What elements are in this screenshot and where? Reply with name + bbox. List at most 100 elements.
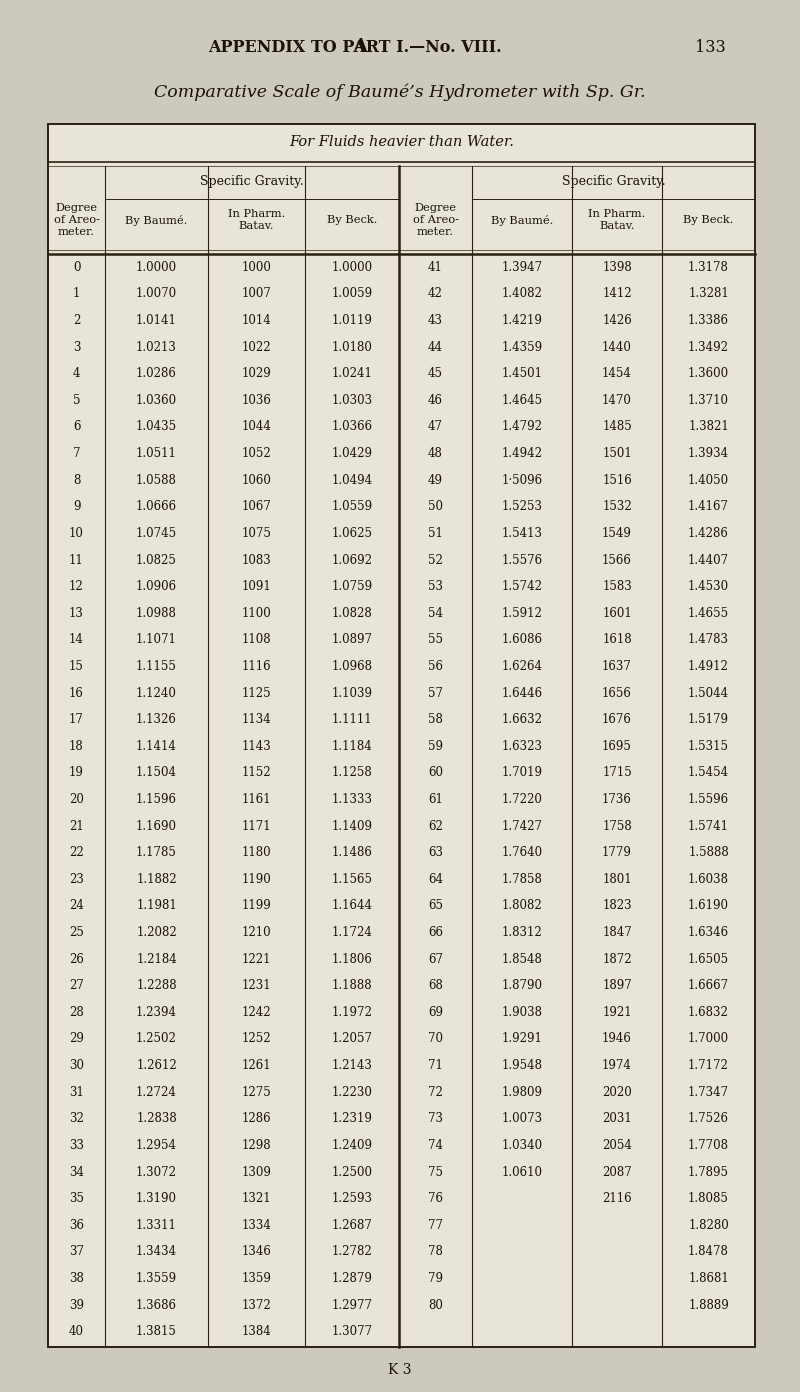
Text: 1.1409: 1.1409 bbox=[331, 820, 373, 832]
Text: 1.1972: 1.1972 bbox=[331, 1006, 373, 1019]
Text: 26: 26 bbox=[69, 952, 84, 966]
Text: 1372: 1372 bbox=[242, 1299, 271, 1311]
Text: 1.2502: 1.2502 bbox=[136, 1033, 177, 1045]
Text: 1.7427: 1.7427 bbox=[502, 820, 542, 832]
Text: 45: 45 bbox=[428, 367, 443, 380]
Text: 1067: 1067 bbox=[242, 500, 271, 514]
Text: 1.4167: 1.4167 bbox=[688, 500, 729, 514]
Text: 55: 55 bbox=[428, 633, 443, 646]
Text: 80: 80 bbox=[428, 1299, 443, 1311]
Text: Specific Gravity.: Specific Gravity. bbox=[562, 175, 666, 188]
Text: 0: 0 bbox=[73, 260, 80, 274]
Text: 1.4501: 1.4501 bbox=[502, 367, 542, 380]
Text: 47: 47 bbox=[428, 420, 443, 433]
Text: 1.8478: 1.8478 bbox=[688, 1246, 729, 1258]
Text: 1.3281: 1.3281 bbox=[688, 287, 729, 301]
Text: 1000: 1000 bbox=[242, 260, 271, 274]
Text: 1.2082: 1.2082 bbox=[136, 926, 177, 940]
Text: 1.6323: 1.6323 bbox=[502, 739, 542, 753]
Text: 1.9038: 1.9038 bbox=[502, 1006, 542, 1019]
Text: 1398: 1398 bbox=[602, 260, 632, 274]
Text: Degree
of Areo-
meter.: Degree of Areo- meter. bbox=[54, 203, 99, 237]
Text: 1252: 1252 bbox=[242, 1033, 271, 1045]
Text: 1.2612: 1.2612 bbox=[136, 1059, 177, 1072]
Text: 1.6264: 1.6264 bbox=[502, 660, 542, 672]
Text: 1036: 1036 bbox=[242, 394, 271, 406]
Text: 1.2724: 1.2724 bbox=[136, 1086, 177, 1098]
Text: 1.6086: 1.6086 bbox=[502, 633, 542, 646]
Text: 1.0435: 1.0435 bbox=[136, 420, 177, 433]
Text: 1.0119: 1.0119 bbox=[331, 315, 373, 327]
Text: 1601: 1601 bbox=[602, 607, 632, 619]
Text: 1.2838: 1.2838 bbox=[136, 1112, 177, 1125]
Text: 1.0360: 1.0360 bbox=[136, 394, 177, 406]
Text: APPENDIX TO PART I.—No. VIII.: APPENDIX TO PART I.—No. VIII. bbox=[208, 39, 502, 56]
Text: 1.8790: 1.8790 bbox=[502, 979, 542, 992]
Text: 1.0968: 1.0968 bbox=[331, 660, 373, 672]
Text: 11: 11 bbox=[69, 554, 84, 567]
Text: 1.1184: 1.1184 bbox=[332, 739, 372, 753]
Text: 1.0340: 1.0340 bbox=[502, 1139, 542, 1153]
Text: 1.7895: 1.7895 bbox=[688, 1165, 729, 1179]
Text: 1412: 1412 bbox=[602, 287, 632, 301]
Text: 1.2593: 1.2593 bbox=[331, 1192, 373, 1205]
Text: 24: 24 bbox=[69, 899, 84, 912]
Text: 1.0141: 1.0141 bbox=[136, 315, 177, 327]
Text: 1470: 1470 bbox=[602, 394, 632, 406]
Text: 10: 10 bbox=[69, 528, 84, 540]
Text: A: A bbox=[353, 38, 367, 56]
Text: In Pharm.
Batav.: In Pharm. Batav. bbox=[228, 209, 285, 231]
Text: 61: 61 bbox=[428, 793, 443, 806]
Text: 68: 68 bbox=[428, 979, 443, 992]
Text: 1.2184: 1.2184 bbox=[136, 952, 177, 966]
Text: 1.3934: 1.3934 bbox=[688, 447, 729, 461]
Text: 6: 6 bbox=[73, 420, 80, 433]
Text: 12: 12 bbox=[69, 580, 84, 593]
Text: 1946: 1946 bbox=[602, 1033, 632, 1045]
Text: 38: 38 bbox=[69, 1272, 84, 1285]
Text: 1.2782: 1.2782 bbox=[332, 1246, 372, 1258]
Text: 1384: 1384 bbox=[242, 1325, 271, 1338]
Text: 1.4050: 1.4050 bbox=[688, 473, 729, 487]
Text: 70: 70 bbox=[428, 1033, 443, 1045]
Text: 69: 69 bbox=[428, 1006, 443, 1019]
Text: 1.6038: 1.6038 bbox=[688, 873, 729, 885]
Text: 66: 66 bbox=[428, 926, 443, 940]
Text: 1.1981: 1.1981 bbox=[136, 899, 177, 912]
Text: 1.0897: 1.0897 bbox=[331, 633, 373, 646]
Text: 1.4783: 1.4783 bbox=[688, 633, 729, 646]
Text: 1052: 1052 bbox=[242, 447, 271, 461]
Text: 1.0759: 1.0759 bbox=[331, 580, 373, 593]
Text: 1.5454: 1.5454 bbox=[688, 767, 729, 780]
Text: 1.3190: 1.3190 bbox=[136, 1192, 177, 1205]
Text: 1.5044: 1.5044 bbox=[688, 686, 729, 700]
Text: 33: 33 bbox=[69, 1139, 84, 1153]
Text: 1736: 1736 bbox=[602, 793, 632, 806]
Text: 1100: 1100 bbox=[242, 607, 271, 619]
Text: 1.7708: 1.7708 bbox=[688, 1139, 729, 1153]
Text: 1190: 1190 bbox=[242, 873, 271, 885]
Text: 62: 62 bbox=[428, 820, 443, 832]
Text: 1.0000: 1.0000 bbox=[331, 260, 373, 274]
Text: 1.8280: 1.8280 bbox=[688, 1219, 729, 1232]
Text: 1.6832: 1.6832 bbox=[688, 1006, 729, 1019]
Text: 1.1039: 1.1039 bbox=[331, 686, 373, 700]
Text: K 3: K 3 bbox=[388, 1363, 412, 1377]
Text: 1022: 1022 bbox=[242, 341, 271, 354]
Text: 1346: 1346 bbox=[242, 1246, 271, 1258]
Text: 44: 44 bbox=[428, 341, 443, 354]
Text: 1.4082: 1.4082 bbox=[502, 287, 542, 301]
Text: 67: 67 bbox=[428, 952, 443, 966]
Text: 15: 15 bbox=[69, 660, 84, 672]
Text: 42: 42 bbox=[428, 287, 443, 301]
Text: 1.4792: 1.4792 bbox=[502, 420, 542, 433]
Text: 1.8082: 1.8082 bbox=[502, 899, 542, 912]
Text: 1171: 1171 bbox=[242, 820, 271, 832]
Text: 1199: 1199 bbox=[242, 899, 271, 912]
Text: 1.0073: 1.0073 bbox=[502, 1112, 542, 1125]
Text: 1298: 1298 bbox=[242, 1139, 271, 1153]
Text: 1.6190: 1.6190 bbox=[688, 899, 729, 912]
Text: 1275: 1275 bbox=[242, 1086, 271, 1098]
Text: 1516: 1516 bbox=[602, 473, 632, 487]
Text: 1.7347: 1.7347 bbox=[688, 1086, 729, 1098]
